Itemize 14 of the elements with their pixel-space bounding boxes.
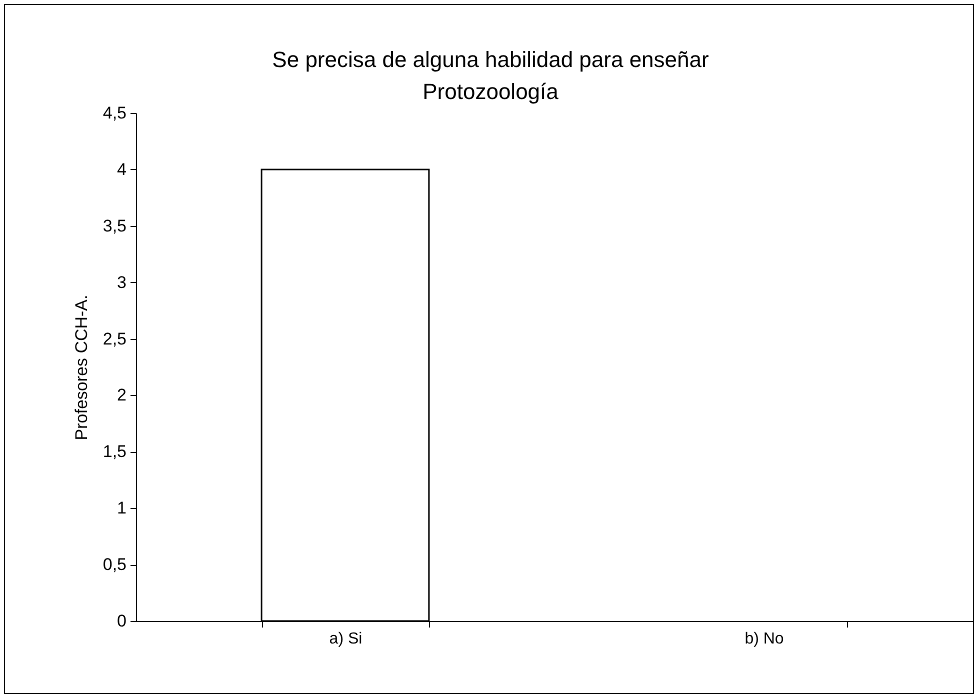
x-tick-label: a) Si	[329, 630, 362, 648]
y-tick-label: 2,5	[102, 329, 126, 348]
y-tick-label: 1,5	[102, 442, 126, 462]
y-tick-label: 1	[117, 498, 126, 518]
chart-title: Se precisa de alguna habilidad para enseñar Protozoología	[272, 47, 709, 104]
y-tick-label: 2	[117, 386, 126, 405]
y-axis-title: Profesores CCH-A.	[72, 294, 91, 440]
y-tick-label: 4	[117, 160, 126, 179]
y-tick-label: 4,5	[102, 104, 126, 122]
y-tick-label: 0,5	[102, 555, 126, 574]
y-tick-label: 0	[117, 612, 126, 630]
y-tick-label: 3	[117, 272, 126, 292]
y-tick-label: 3,5	[102, 216, 126, 236]
x-tick-label: b) No	[744, 630, 784, 648]
